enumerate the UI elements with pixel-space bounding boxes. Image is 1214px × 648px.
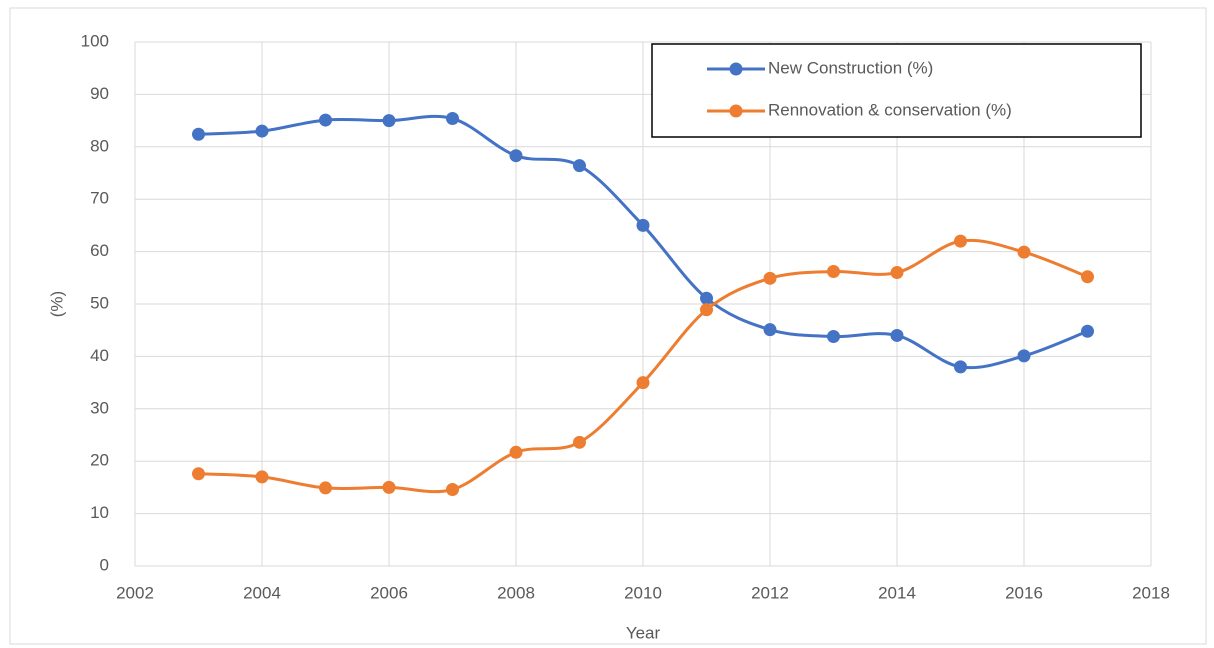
data-point	[1081, 270, 1094, 284]
x-tick-label: 2018	[1132, 583, 1170, 602]
data-point	[382, 114, 396, 128]
y-tick-label: 40	[90, 346, 109, 365]
legend-marker	[729, 62, 743, 76]
data-point	[1017, 349, 1031, 363]
data-point	[700, 291, 713, 305]
data-point	[636, 376, 650, 390]
data-point	[827, 265, 840, 279]
y-axis-title: (%)	[47, 291, 66, 317]
y-tick-label: 80	[90, 136, 109, 155]
data-point	[255, 124, 269, 138]
y-tick-label: 100	[81, 31, 109, 50]
data-point	[700, 303, 713, 317]
x-tick-label: 2016	[1005, 583, 1043, 602]
data-point	[255, 470, 269, 484]
data-point	[382, 480, 396, 494]
y-tick-label: 20	[90, 451, 109, 470]
data-point	[1081, 324, 1094, 338]
y-tick-label: 70	[90, 189, 109, 208]
y-tick-label: 10	[90, 503, 109, 522]
y-tick-label: 0	[100, 555, 109, 574]
x-tick-label: 2008	[497, 583, 535, 602]
x-axis-title: Year	[626, 623, 661, 642]
legend-marker	[729, 104, 743, 118]
data-point	[763, 323, 777, 337]
y-tick-label: 30	[90, 398, 109, 417]
x-tick-label: 2012	[751, 583, 789, 602]
data-point	[446, 112, 459, 126]
data-point	[636, 218, 650, 232]
data-point	[192, 467, 205, 481]
data-point	[763, 271, 777, 285]
legend-box	[651, 43, 1142, 138]
y-tick-label: 60	[90, 241, 109, 260]
data-point	[573, 435, 586, 449]
data-point	[446, 482, 459, 496]
x-tick-label: 2002	[116, 583, 154, 602]
data-point	[954, 360, 967, 374]
x-tick-label: 2006	[370, 583, 408, 602]
data-point	[890, 266, 904, 280]
y-tick-label: 50	[90, 293, 109, 312]
legend-label: New Construction (%)	[768, 58, 933, 77]
x-tick-label: 2014	[878, 583, 916, 602]
x-tick-label: 2004	[243, 583, 281, 602]
x-tick-label: 2010	[624, 583, 662, 602]
data-point	[954, 234, 967, 248]
y-tick-label: 90	[90, 84, 109, 103]
legend-label: Rennovation & conservation (%)	[768, 100, 1012, 119]
data-point	[509, 149, 523, 163]
data-point	[319, 113, 332, 127]
data-point	[192, 127, 205, 141]
data-point	[890, 328, 904, 342]
data-point	[827, 329, 840, 343]
data-point	[319, 481, 332, 495]
data-point	[573, 159, 586, 173]
data-point	[1017, 245, 1031, 259]
data-point	[509, 445, 523, 459]
